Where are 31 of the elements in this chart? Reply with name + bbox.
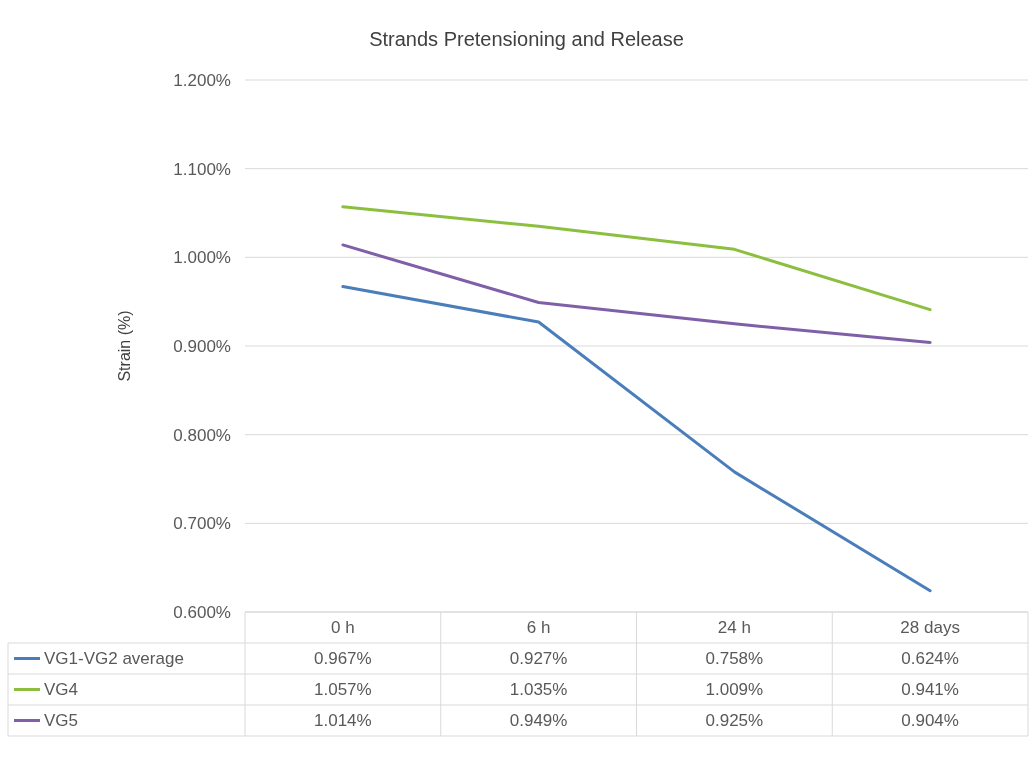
data-label: 0.624%: [901, 649, 959, 669]
data-label: 0.758%: [705, 649, 764, 669]
data-label: 1.009%: [705, 680, 764, 700]
data-label: 0.904%: [901, 711, 959, 731]
x-tick-label: 28 days: [900, 618, 960, 638]
y-tick-label: 0.700%: [173, 514, 231, 534]
data-label: 1.014%: [314, 711, 372, 731]
line-series: [341, 285, 932, 593]
data-label: 0.925%: [705, 711, 764, 731]
data-label: 0.927%: [509, 649, 568, 669]
data-label: 1.057%: [314, 680, 372, 700]
data-label: 0.967%: [314, 649, 372, 669]
chart-title: Strands Pretensioning and Release: [369, 28, 684, 50]
x-tick-label: 6 h: [526, 618, 551, 638]
y-tick-label: 0.600%: [173, 602, 231, 622]
y-tick-label: 1.000%: [173, 248, 231, 268]
legend-label: VG4: [44, 680, 79, 700]
data-label: 0.949%: [509, 711, 568, 731]
legend-label: VG5: [44, 711, 79, 731]
line-series: [341, 205, 932, 312]
data-label: 1.035%: [509, 680, 568, 700]
x-tick-label: 24 h: [717, 618, 751, 638]
legend-label: VG1-VG2 average: [44, 649, 184, 669]
y-tick-label: 1.200%: [173, 70, 231, 90]
y-tick-label: 0.800%: [173, 425, 231, 445]
x-tick-label: 0 h: [331, 618, 355, 638]
y-axis-title: Strain (%): [116, 310, 133, 382]
y-tick-label: 1.100%: [173, 159, 231, 179]
data-label: 0.941%: [901, 680, 959, 700]
y-tick-label: 0.900%: [173, 336, 231, 356]
line-series: [341, 243, 932, 344]
